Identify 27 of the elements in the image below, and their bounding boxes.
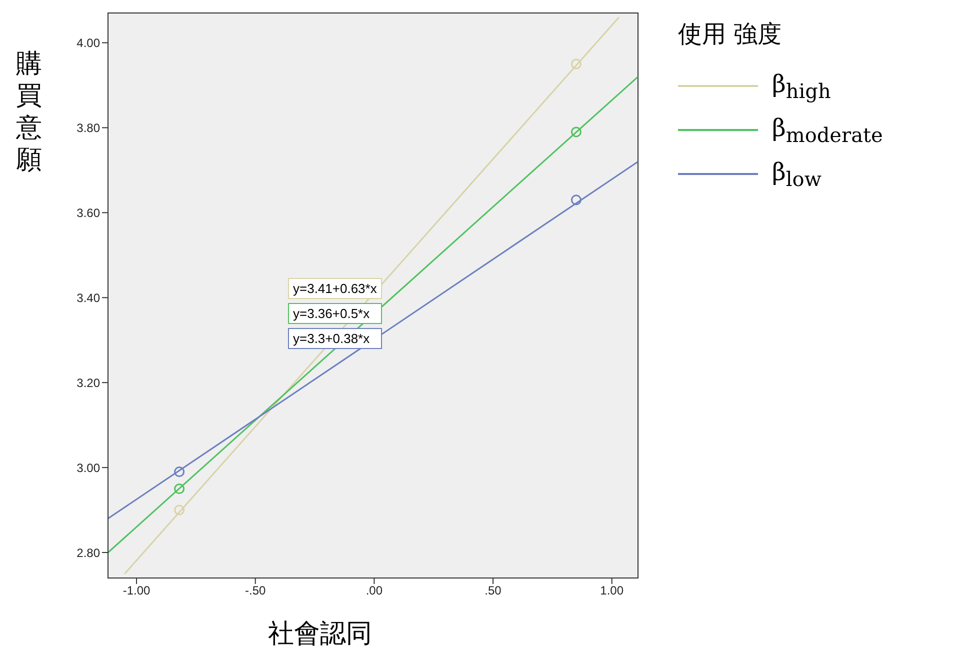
point — [570, 194, 582, 206]
y-tick-label: 3.00 — [76, 460, 100, 475]
y-tick-label: 2.80 — [76, 546, 100, 560]
x-tick-label: -.50 — [245, 584, 266, 598]
legend-title: 使用 強度 — [678, 19, 783, 50]
y-tick-label: 3.60 — [76, 206, 100, 220]
x-axis-title: 社會認同 — [268, 618, 372, 651]
x-tick-label: -1.00 — [122, 584, 151, 598]
point — [174, 466, 185, 478]
annotation: y=3.3+0.38*x — [288, 328, 382, 349]
y-tick-label: 3.40 — [76, 290, 100, 305]
y-tick-label: 3.20 — [76, 376, 100, 390]
y-axis-title: 購買意願 — [15, 48, 43, 176]
annotation: y=3.41+0.63*x — [288, 278, 382, 299]
annotation: y=3.36+0.5*x — [288, 303, 382, 324]
legend-label: β$_{low}$ — [772, 158, 822, 190]
point — [174, 504, 185, 516]
point — [570, 126, 582, 138]
x-tick-label: .00 — [366, 584, 383, 598]
point — [174, 484, 185, 494]
x-tick-label: .50 — [484, 584, 502, 598]
y-tick-label: 3.80 — [76, 120, 100, 135]
legend-label: β$_{moderate}$ — [772, 114, 883, 146]
x-tick-label: 1.00 — [600, 584, 624, 598]
y-tick-label: 4.00 — [76, 36, 100, 50]
legend-label: β$_{high}$ — [772, 70, 831, 102]
point — [570, 58, 582, 70]
